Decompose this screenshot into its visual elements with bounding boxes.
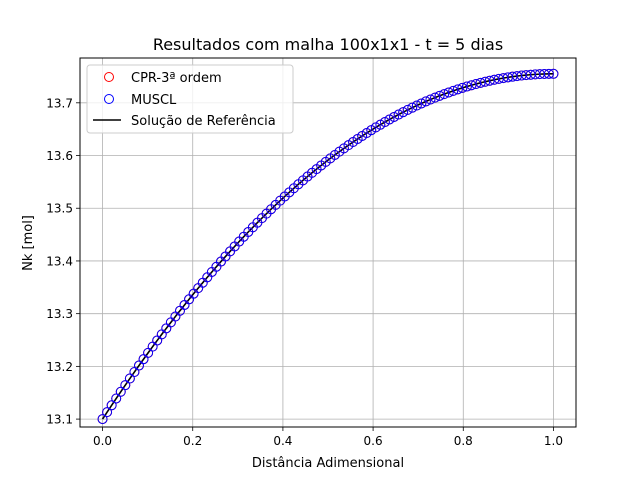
muscl-point <box>430 92 441 103</box>
muscl-point <box>111 393 122 404</box>
muscl-point <box>461 81 472 92</box>
legend-box <box>86 64 294 134</box>
x-tick-label: 1.0 <box>544 434 563 448</box>
plot-frame <box>79 57 577 428</box>
muscl-point <box>452 84 463 95</box>
muscl-point <box>393 109 404 120</box>
legend: CPR-3ª ordem MUSCL Solução de Referência <box>86 64 294 134</box>
muscl-point <box>543 68 554 79</box>
y-tick-label: 13.2 <box>46 360 73 374</box>
x-tick-label: 0.8 <box>454 434 473 448</box>
muscl-point <box>475 77 486 88</box>
muscl-point <box>471 79 482 89</box>
y-tick-label: 13.1 <box>46 413 73 427</box>
chart-title: Resultados com malha 100x1x1 - t = 5 dia… <box>153 35 503 54</box>
y-tick-label: 13.4 <box>46 254 73 268</box>
muscl-point <box>398 107 409 118</box>
legend-marker-muscl <box>104 94 114 104</box>
muscl-point <box>457 82 468 93</box>
muscl-point <box>420 96 431 107</box>
muscl-point <box>389 111 400 122</box>
y-axis-ticks: 13.1 13.2 13.3 13.4 13.5 13.6 13.7 <box>46 96 80 427</box>
muscl-point <box>102 407 113 418</box>
muscl-point <box>448 85 459 96</box>
legend-label-cpr: CPR-3ª ordem <box>131 71 222 86</box>
legend-label-muscl: MUSCL <box>131 93 177 108</box>
reference-solution-series <box>101 73 554 420</box>
muscl-point <box>480 76 491 87</box>
muscl-point <box>407 102 418 113</box>
muscl-point <box>115 386 126 397</box>
reference-solution-line <box>101 73 554 420</box>
muscl-point <box>97 414 108 425</box>
x-axis-label: Distância Adimensional <box>252 456 404 471</box>
y-tick-label: 13.5 <box>46 202 73 216</box>
y-axis-label: Nk [mol] <box>21 215 36 271</box>
muscl-point <box>120 380 131 391</box>
muscl-point <box>466 80 477 91</box>
muscl-point <box>416 98 427 109</box>
muscl-point <box>548 68 559 79</box>
y-tick-label: 13.3 <box>46 307 73 321</box>
x-tick-label: 0.4 <box>273 434 292 448</box>
x-axis-ticks: 0.0 0.2 0.4 0.6 0.8 1.0 <box>93 427 563 448</box>
y-tick-label: 13.6 <box>46 149 73 163</box>
x-tick-label: 0.0 <box>93 434 112 448</box>
muscl-series <box>97 68 559 425</box>
muscl-point <box>425 94 436 105</box>
muscl-point <box>439 89 450 100</box>
muscl-point <box>106 400 117 411</box>
x-tick-label: 0.2 <box>183 434 202 448</box>
muscl-point <box>434 90 445 101</box>
x-tick-label: 0.6 <box>364 434 383 448</box>
y-tick-label: 13.7 <box>46 96 73 110</box>
muscl-point <box>443 87 454 98</box>
muscl-point <box>402 104 413 115</box>
legend-label-reference: Solução de Referência <box>131 114 276 129</box>
muscl-point <box>411 100 422 111</box>
legend-marker-cpr <box>104 72 114 82</box>
